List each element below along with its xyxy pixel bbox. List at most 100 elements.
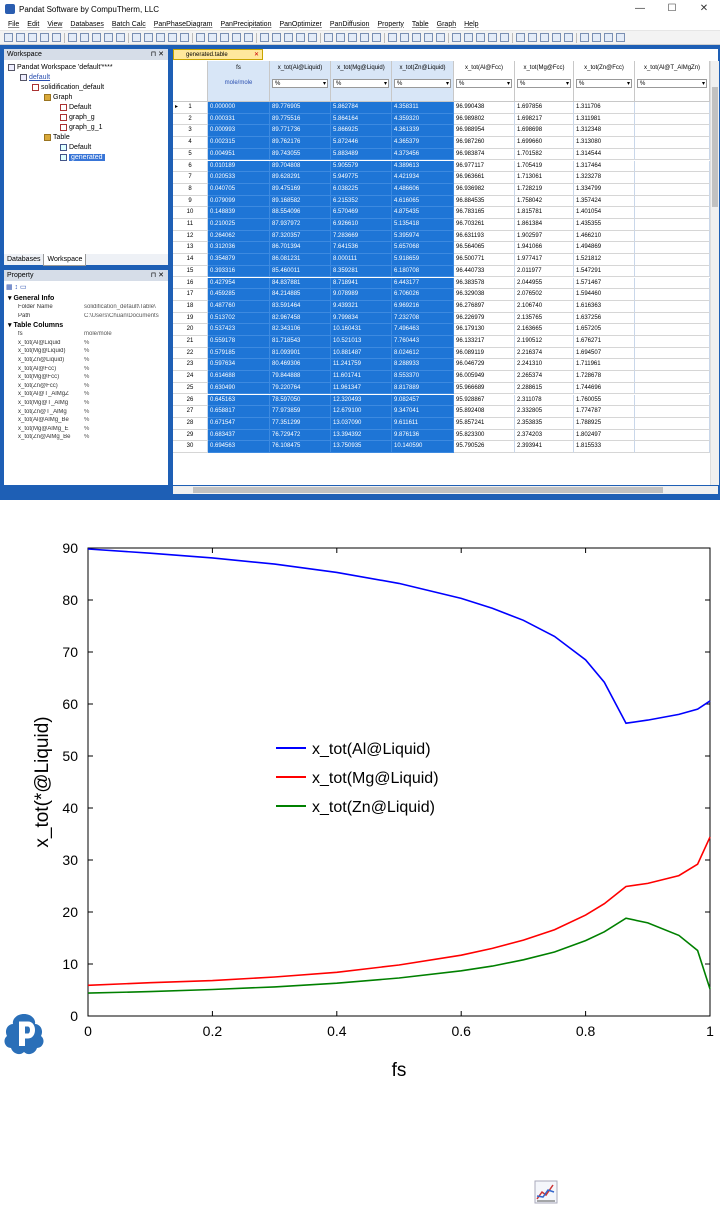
table-row[interactable]: 16 0.427954 84.837881 8.718941 6.443177 96.38…: [173, 277, 710, 290]
table-cell[interactable]: 1.594460: [574, 289, 635, 301]
table-cell[interactable]: 1.728678: [574, 371, 635, 383]
property-row[interactable]: Folder Name solidification_default\Table\: [4, 304, 168, 312]
table-cell-empty[interactable]: [635, 441, 710, 453]
table-cell[interactable]: 4.365379: [392, 137, 454, 149]
table-cell[interactable]: 1.941066: [515, 242, 574, 255]
table-cell[interactable]: 0.683437: [208, 429, 270, 442]
table-cell[interactable]: 87.320357: [270, 230, 331, 243]
table-cell[interactable]: 96.990438: [454, 102, 515, 114]
table-cell[interactable]: 10.140590: [392, 441, 454, 453]
table-row[interactable]: 29 0.683437 76.729472 13.394392 9.876136 95.8…: [173, 429, 710, 442]
table-cell[interactable]: 1.311981: [574, 113, 635, 126]
table-cell-empty[interactable]: [635, 125, 710, 138]
toolbar-button-icon[interactable]: [4, 33, 13, 42]
toolbar-button-icon[interactable]: [196, 33, 205, 42]
table-cell-empty[interactable]: [635, 347, 710, 360]
menu-help[interactable]: Help: [464, 20, 479, 28]
table-cell[interactable]: 1.547291: [574, 265, 635, 278]
table-cell[interactable]: 2.011977: [515, 265, 574, 278]
table-cell[interactable]: 9.082457: [392, 394, 454, 407]
table-cell[interactable]: 13.037090: [331, 417, 392, 430]
table-cell[interactable]: 96.179130: [454, 324, 515, 336]
unit-select[interactable]: %: [394, 79, 451, 88]
table-row[interactable]: 24 0.614688 79.844888 11.601741 8.553370 96.0…: [173, 371, 710, 383]
tree-node-workspace[interactable]: Pandat Workspace 'default'****: [8, 63, 113, 72]
table-cell[interactable]: 0.671547: [208, 417, 270, 430]
table-cell[interactable]: 85.460011: [270, 265, 331, 278]
table-cell[interactable]: 0.312036: [208, 242, 270, 255]
table-cell[interactable]: 6.180708: [392, 265, 454, 278]
table-cell[interactable]: 79.220764: [270, 382, 331, 395]
toolbar-button-icon[interactable]: [92, 33, 101, 42]
table-cell-empty[interactable]: [635, 359, 710, 372]
table-cell[interactable]: 0.537423: [208, 324, 270, 336]
property-row[interactable]: x_tot(Zn@T_AlMg%: [4, 409, 168, 417]
toolbar-button-icon[interactable]: [436, 33, 445, 42]
toolbar-button-icon[interactable]: [208, 33, 217, 42]
table-cell[interactable]: 0.020533: [208, 172, 270, 184]
table-cell[interactable]: 1.758042: [515, 195, 574, 208]
property-row[interactable]: x_tot(Al@Fcc)%: [4, 366, 168, 374]
table-cell[interactable]: 10.881487: [331, 347, 392, 360]
toolbar-button-icon[interactable]: [476, 33, 485, 42]
horizontal-scrollbar[interactable]: [173, 486, 718, 494]
table-cell[interactable]: 0.210025: [208, 219, 270, 231]
vertical-scrollbar[interactable]: [710, 61, 719, 485]
table-cell[interactable]: 1.311706: [574, 102, 635, 114]
menu-panoptimizer[interactable]: PanOptimizer: [279, 20, 322, 28]
table-cell[interactable]: 4.616065: [392, 195, 454, 208]
table-cell[interactable]: 6.570469: [331, 207, 392, 219]
scroll-thumb[interactable]: [193, 487, 663, 493]
table-cell[interactable]: 6.215352: [331, 195, 392, 208]
table-cell[interactable]: 96.988954: [454, 125, 515, 138]
tree-node-graph-default[interactable]: Default: [60, 103, 91, 112]
property-row[interactable]: fs mole/mole: [4, 331, 168, 339]
toolbar-button-icon[interactable]: [616, 33, 625, 42]
table-cell[interactable]: 0.040705: [208, 183, 270, 196]
table-cell[interactable]: 82.343106: [270, 324, 331, 336]
table-cell[interactable]: 1.401054: [574, 207, 635, 219]
table-cell[interactable]: 9.439321: [331, 300, 392, 313]
menu-batch-calc[interactable]: Batch Calc: [111, 20, 146, 28]
table-cell[interactable]: 6.926610: [331, 219, 392, 231]
toolbar-button-icon[interactable]: [348, 33, 357, 42]
table-cell-empty[interactable]: [635, 382, 710, 395]
table-cell[interactable]: 7.496463: [392, 324, 454, 336]
table-cell[interactable]: 96.226979: [454, 312, 515, 325]
table-cell-empty[interactable]: [635, 394, 710, 407]
table-row[interactable]: 14 0.354879 86.081231 8.000111 5.918659 96.50…: [173, 254, 710, 266]
table-row[interactable]: 23 0.597634 80.469306 11.241759 8.288933 96.0…: [173, 359, 710, 372]
table-cell[interactable]: 1.314544: [574, 148, 635, 161]
table-cell[interactable]: 96.983874: [454, 148, 515, 161]
table-cell[interactable]: 4.358311: [392, 102, 454, 114]
toolbar-button-icon[interactable]: [452, 33, 461, 42]
table-cell[interactable]: 4.389613: [392, 160, 454, 173]
table-cell[interactable]: 89.168582: [270, 195, 331, 208]
table-cell[interactable]: 0.393316: [208, 265, 270, 278]
table-cell[interactable]: 7.641536: [331, 242, 392, 255]
table-cell[interactable]: 77.351299: [270, 417, 331, 430]
toolbar-button-icon[interactable]: [244, 33, 253, 42]
table-cell[interactable]: 4.875435: [392, 207, 454, 219]
table-cell-empty[interactable]: [635, 230, 710, 243]
table-cell[interactable]: 1.616363: [574, 300, 635, 313]
table-cell[interactable]: 1.815781: [515, 207, 574, 219]
table-cell[interactable]: 96.329038: [454, 289, 515, 301]
table-cell[interactable]: 4.421934: [392, 172, 454, 184]
table-cell[interactable]: 1.694507: [574, 347, 635, 360]
table-cell[interactable]: 0.264062: [208, 230, 270, 243]
column-header[interactable]: x_tot(Al@Liquid)%: [270, 61, 331, 102]
table-cell[interactable]: 2.106740: [515, 300, 574, 313]
toolbar-button-icon[interactable]: [592, 33, 601, 42]
property-row[interactable]: x_tot(Al@T_AlMgZ%: [4, 391, 168, 399]
column-header[interactable]: x_tot(Mg@Fcc)%: [515, 61, 574, 102]
chart-settings-icon[interactable]: [534, 1180, 558, 1204]
table-cell[interactable]: 0.597634: [208, 359, 270, 372]
table-cell[interactable]: 96.631193: [454, 230, 515, 243]
table-cell[interactable]: 0.630490: [208, 382, 270, 395]
table-cell[interactable]: 1.571467: [574, 277, 635, 290]
table-cell[interactable]: 96.783165: [454, 207, 515, 219]
table-cell[interactable]: 1.861384: [515, 219, 574, 231]
table-cell[interactable]: 2.332805: [515, 406, 574, 418]
table-cell[interactable]: 81.718543: [270, 336, 331, 348]
